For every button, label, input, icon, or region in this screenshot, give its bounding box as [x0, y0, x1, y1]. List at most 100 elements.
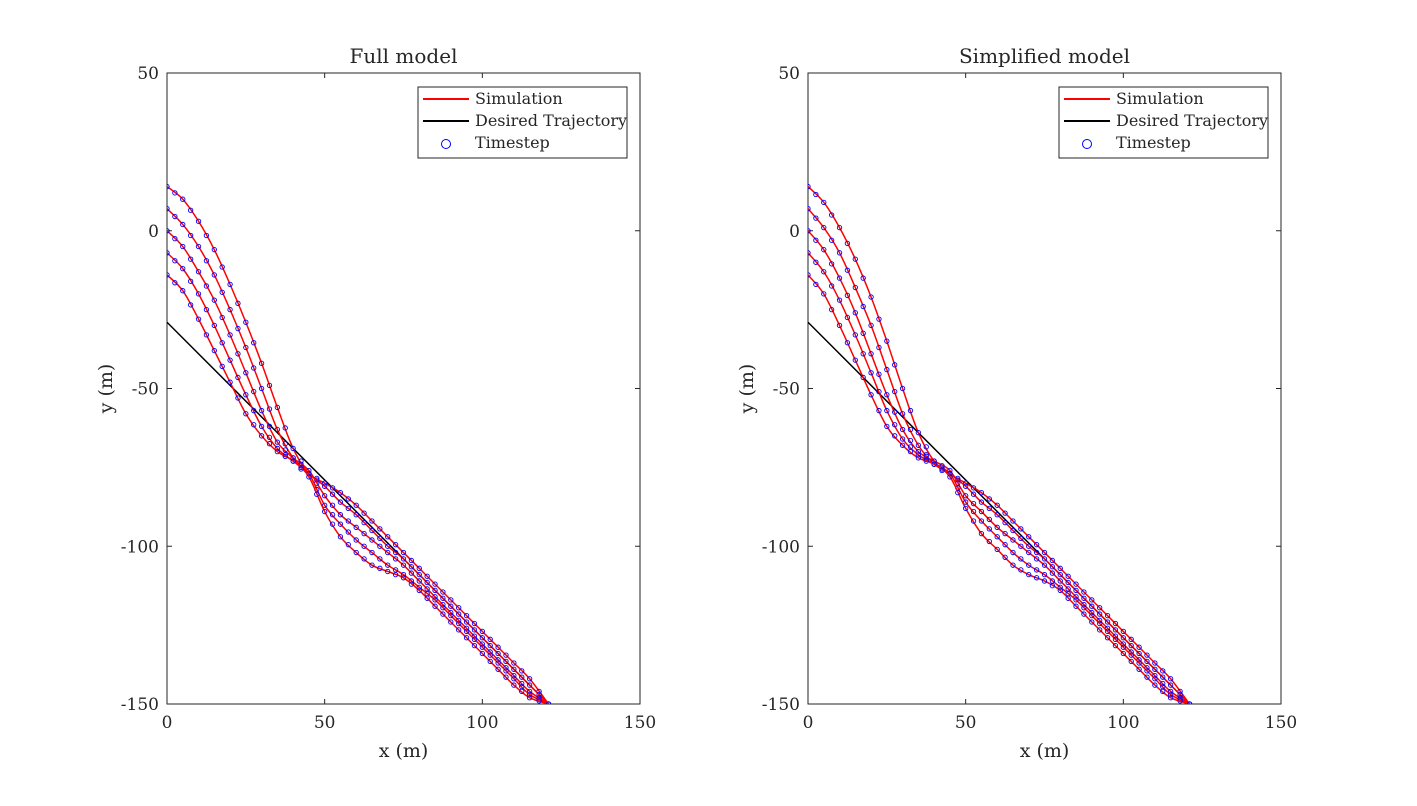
legend-swatch-3: [441, 139, 451, 149]
timestep-marker: [907, 437, 914, 444]
timestep-marker: [876, 344, 882, 351]
timestep-marker: [978, 499, 985, 505]
timestep-marker: [821, 224, 827, 231]
timestep-marker: [385, 568, 391, 575]
timestep-marker: [187, 207, 194, 213]
timestep-marker: [526, 676, 533, 682]
timestep-marker: [1160, 680, 1166, 687]
timestep-marker: [266, 406, 273, 412]
timestep-marker: [1152, 676, 1158, 682]
timestep-marker: [892, 389, 898, 395]
timestep-marker: [463, 635, 470, 641]
timestep-marker: [1120, 650, 1126, 657]
timestep-marker: [852, 310, 858, 316]
timestep-marker: [337, 534, 344, 540]
timestep-marker: [322, 508, 328, 515]
timestep-marker: [1089, 613, 1095, 619]
y-axis-label: y (m): [95, 364, 117, 415]
timestep-marker: [519, 680, 525, 687]
timestep-marker: [844, 292, 851, 299]
timestep-marker: [385, 549, 391, 556]
timestep-marker: [1128, 652, 1134, 658]
timestep-marker: [963, 499, 969, 505]
timestep-marker: [416, 578, 422, 584]
timestep-marker: [1057, 565, 1063, 571]
timestep-marker: [1018, 556, 1024, 562]
timestep-marker: [978, 518, 985, 524]
timestep-marker: [844, 267, 851, 273]
timestep-marker: [836, 224, 843, 231]
legend-label-2: Desired Trajectory: [1116, 111, 1268, 130]
timestep-marker: [1177, 698, 1183, 704]
timestep-marker: [907, 448, 914, 455]
timestep-marker: [274, 448, 281, 455]
timestep-marker: [322, 483, 328, 489]
timestep-marker: [1089, 597, 1095, 603]
timestep-marker: [227, 306, 233, 313]
simulation-series-5: [167, 274, 549, 704]
timestep-marker: [844, 314, 851, 321]
timestep-marker: [203, 258, 210, 264]
timestep-marker: [1026, 562, 1032, 568]
y-tick-label: -100: [762, 537, 800, 557]
timestep-marker: [876, 407, 882, 414]
timestep-marker: [892, 409, 898, 415]
timestep-marker: [219, 264, 225, 270]
timestep-marker: [211, 247, 217, 253]
timestep-marker: [808, 183, 811, 190]
timestep-marker: [329, 491, 336, 497]
timestep-marker: [392, 556, 399, 562]
timestep-marker: [266, 441, 273, 447]
timestep-marker: [1081, 605, 1087, 611]
timestep-marker: [939, 467, 945, 474]
timestep-marker: [821, 269, 827, 275]
timestep-marker: [994, 512, 1000, 518]
timestep-marker: [1144, 652, 1150, 658]
timestep-marker: [808, 228, 811, 234]
timestep-marker: [353, 524, 359, 530]
timestep-marker: [526, 688, 533, 695]
simulation-series-1: [808, 186, 1191, 704]
timestep-marker: [345, 518, 351, 524]
timestep-marker: [821, 291, 827, 297]
timestep-marker: [400, 549, 407, 556]
timestep-marker: [836, 297, 843, 303]
timestep-marker: [1097, 611, 1103, 617]
timestep-marker: [1167, 682, 1174, 688]
timestep-marker: [892, 433, 898, 439]
timestep-marker: [1041, 562, 1048, 568]
timestep-marker: [1010, 562, 1016, 568]
timestep-marker: [1065, 595, 1071, 601]
timestep-marker: [258, 407, 265, 414]
timestep-marker: [884, 392, 890, 398]
timestep-marker: [955, 489, 961, 496]
timestep-marker: [868, 294, 874, 300]
timestep-marker: [235, 300, 241, 306]
timestep-marker: [195, 291, 202, 297]
timestep-marker: [884, 407, 890, 414]
timestep-marker: [852, 256, 858, 262]
timestep-marker: [361, 556, 367, 562]
timestep-marker: [361, 543, 367, 549]
timestep-marker: [227, 281, 233, 288]
timestep-marker: [408, 557, 415, 564]
x-tick-label: 0: [803, 713, 814, 733]
timestep-marker: [243, 392, 249, 398]
timestep-marker: [432, 603, 438, 609]
timestep-marker: [377, 526, 383, 532]
y-tick-label: 0: [148, 222, 159, 242]
timestep-marker: [400, 575, 407, 581]
timestep-marker: [408, 570, 415, 576]
timestep-marker: [915, 455, 922, 461]
timestep-marker: [211, 272, 217, 278]
timestep-marker: [963, 505, 969, 512]
timestep-marker: [1081, 595, 1087, 601]
timestep-marker: [1002, 530, 1008, 537]
timestep-marker: [266, 423, 273, 430]
timestep-marker: [495, 666, 501, 672]
timestep-marker: [813, 215, 819, 221]
timestep-marker: [258, 360, 265, 366]
timestep-marker: [892, 362, 898, 368]
timestep-marker: [187, 256, 194, 262]
timestep-marker: [813, 191, 819, 198]
